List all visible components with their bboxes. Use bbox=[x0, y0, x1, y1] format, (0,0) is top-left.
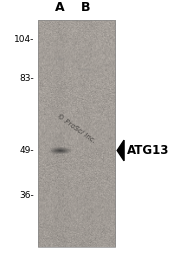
Text: 36-: 36- bbox=[19, 191, 34, 200]
Text: 49-: 49- bbox=[19, 146, 34, 155]
Bar bbox=[38, 20, 115, 247]
Text: B: B bbox=[81, 1, 91, 14]
Text: A: A bbox=[55, 1, 64, 14]
Text: ATG13: ATG13 bbox=[127, 144, 169, 157]
Text: 104-: 104- bbox=[14, 35, 34, 44]
Polygon shape bbox=[117, 140, 124, 161]
Text: 83-: 83- bbox=[19, 74, 34, 83]
Text: © ProSci Inc.: © ProSci Inc. bbox=[56, 113, 97, 145]
